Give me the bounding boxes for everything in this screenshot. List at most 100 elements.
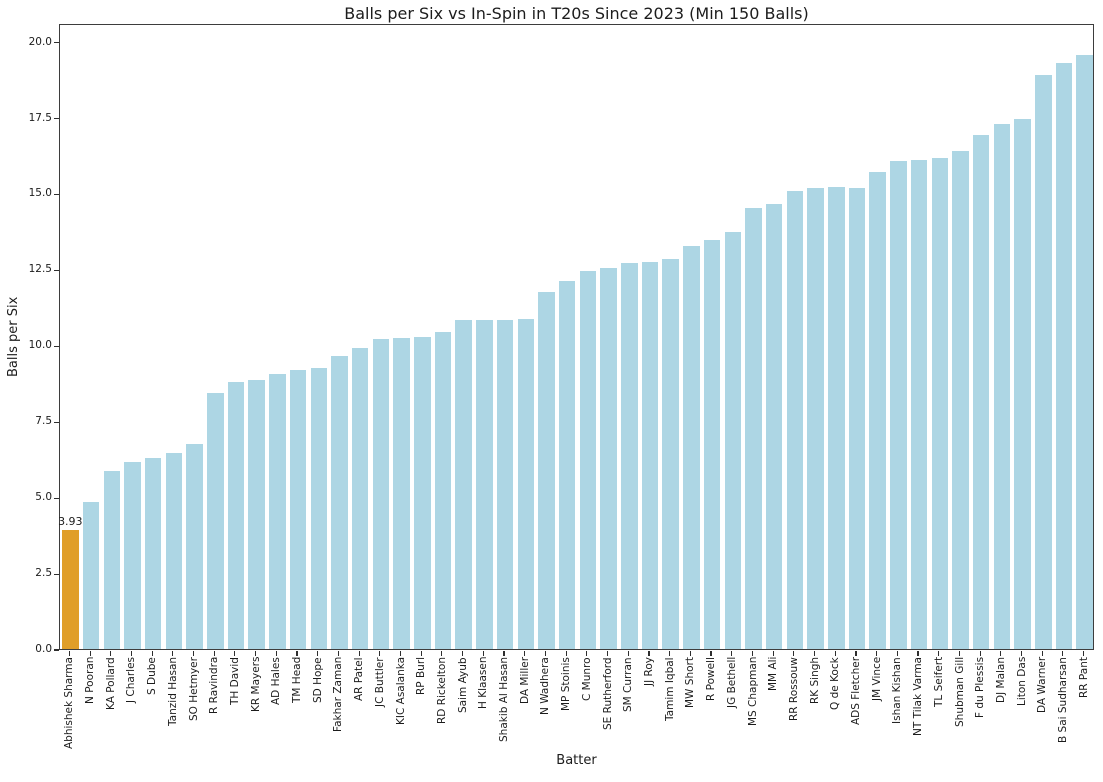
y-tick bbox=[54, 345, 59, 347]
bar-kr-mayers bbox=[248, 379, 265, 649]
x-tick-label-fakhar-zaman: Fakhar Zaman bbox=[332, 657, 345, 733]
bar-dj-malan bbox=[993, 124, 1011, 649]
bar-ads-fletcher bbox=[848, 187, 866, 649]
bar-jm-vince bbox=[869, 172, 886, 649]
y-tick-label: 10.0 bbox=[28, 339, 52, 352]
y-tick-label: 12.5 bbox=[28, 263, 52, 276]
y-tick-label: 7.5 bbox=[35, 415, 52, 428]
x-tick bbox=[876, 651, 878, 656]
bar-tanzid-hasan bbox=[165, 452, 183, 649]
x-tick bbox=[689, 651, 691, 656]
bar-nt-tilak-varma bbox=[910, 159, 928, 649]
x-tick-label-liton-das: Liton Das bbox=[1015, 657, 1028, 707]
x-tick bbox=[296, 651, 298, 656]
bar-tamim-iqbal bbox=[662, 258, 679, 649]
bar-j-charles bbox=[124, 461, 141, 649]
x-tick-label-tm-head: TM Head bbox=[291, 657, 304, 704]
x-tick bbox=[151, 651, 153, 656]
x-tick-label-rk-singh: RK Singh bbox=[808, 657, 821, 705]
x-tick bbox=[337, 651, 339, 656]
x-tick-label-ar-patel: AR Patel bbox=[353, 657, 366, 701]
x-tick bbox=[710, 651, 712, 656]
bar-ad-hales bbox=[269, 374, 286, 649]
x-tick bbox=[275, 651, 277, 656]
x-tick bbox=[192, 651, 195, 656]
x-tick-label-tamim-iqbal: Tamim Iqbal bbox=[663, 657, 676, 721]
x-tick-label-ad-hales: AD Hales bbox=[270, 657, 283, 705]
x-tick-label-mm-ali: MM Ali bbox=[767, 657, 780, 692]
x-tick-label-ishan-kishan: Ishan Kishan bbox=[891, 657, 904, 724]
bar-jc-buttler bbox=[372, 338, 390, 649]
bar-r-ravindra bbox=[207, 393, 224, 649]
x-tick-label-shakib-al-hasan: Shakib Al Hasan bbox=[498, 657, 511, 743]
x-tick-label-jg-bethell: JG Bethell bbox=[725, 657, 738, 709]
bar-rr-rossouw bbox=[786, 190, 804, 649]
bar-h-klaasen bbox=[476, 319, 493, 649]
y-tick-label: 5.0 bbox=[35, 491, 52, 504]
bar-s-dube bbox=[144, 458, 162, 649]
y-tick bbox=[54, 421, 59, 423]
x-tick-label-saim-ayub: Saim Ayub bbox=[456, 657, 469, 713]
x-tick bbox=[441, 651, 443, 656]
plot-area: 3.93 bbox=[58, 24, 1094, 650]
x-tick bbox=[1083, 651, 1085, 656]
x-tick-label-ads-fletcher: ADS Fletcher bbox=[850, 657, 862, 726]
x-tick bbox=[379, 651, 381, 656]
x-tick-label-shubman-gill: Shubman Gill bbox=[953, 657, 966, 728]
x-tick bbox=[420, 651, 422, 656]
x-tick bbox=[1041, 651, 1043, 656]
x-tick-label-nt-tilak-varma: NT Tilak Varma bbox=[912, 657, 924, 736]
x-tick bbox=[213, 651, 215, 656]
bar-mw-short bbox=[683, 245, 700, 649]
x-tick bbox=[172, 651, 174, 656]
x-tick bbox=[544, 651, 546, 656]
x-tick-label-jc-buttler: JC Buttler bbox=[373, 657, 386, 707]
x-tick-label-j-charles: J Charles bbox=[125, 657, 138, 704]
x-tick-label-h-klaasen: H Klaasen bbox=[477, 657, 490, 710]
x-tick bbox=[399, 651, 402, 656]
y-tick bbox=[54, 269, 59, 271]
x-tick bbox=[917, 651, 919, 656]
x-tick-label-mw-short: MW Short bbox=[684, 657, 697, 708]
x-tick-label-so-hetmyer: SO Hetmyer bbox=[187, 657, 200, 721]
x-tick bbox=[958, 651, 961, 656]
bar-r-powell bbox=[703, 239, 721, 649]
bar-sd-hope bbox=[310, 367, 328, 649]
x-tick-label-mp-stoinis: MP Stoinis bbox=[560, 657, 573, 711]
bar-jj-roy bbox=[641, 262, 659, 649]
bar-se-rutherford bbox=[600, 267, 617, 649]
bar-mm-ali bbox=[765, 203, 783, 649]
bar-mp-stoinis bbox=[558, 280, 576, 649]
bar-fakhar-zaman bbox=[331, 356, 348, 649]
x-tick bbox=[606, 651, 609, 656]
x-tick-label-b-sai-sudharsan: B Sai Sudharsan bbox=[1056, 657, 1069, 743]
x-tick bbox=[1000, 651, 1002, 656]
bar-tm-head bbox=[289, 369, 307, 649]
x-tick-label-abhishek-sharma: Abhishek Sharma bbox=[63, 657, 76, 749]
x-axis-label: Batter bbox=[556, 753, 597, 768]
x-tick bbox=[648, 651, 650, 656]
x-tick bbox=[234, 651, 236, 656]
x-tick bbox=[938, 651, 940, 656]
x-tick bbox=[255, 651, 257, 656]
x-tick-label-kic-asalanka: KIC Asalanka bbox=[394, 657, 407, 726]
x-tick bbox=[565, 651, 567, 656]
x-tick bbox=[772, 651, 774, 656]
x-tick bbox=[1062, 651, 1064, 656]
x-tick-label-da-miller: DA Miller bbox=[518, 657, 531, 705]
x-tick bbox=[503, 651, 505, 656]
bar-da-warner bbox=[1035, 75, 1052, 649]
bar-th-david bbox=[227, 381, 245, 649]
bar-q-de-kock bbox=[828, 187, 845, 649]
x-tick bbox=[731, 651, 733, 656]
x-tick bbox=[834, 651, 836, 656]
x-tick-label-c-munro: C Munro bbox=[580, 657, 593, 701]
bar-ishan-kishan bbox=[890, 160, 907, 649]
x-tick bbox=[68, 651, 70, 656]
x-tick-label-sd-hope: SD Hope bbox=[311, 657, 324, 703]
bar-so-hetmyer bbox=[186, 444, 203, 649]
x-tick-label-r-powell: R Powell bbox=[705, 657, 717, 701]
chart-title: Balls per Six vs In-Spin in T20s Since 2… bbox=[344, 4, 809, 23]
x-tick bbox=[130, 651, 132, 656]
x-tick-label-kr-mayers: KR Mayers bbox=[249, 657, 262, 713]
